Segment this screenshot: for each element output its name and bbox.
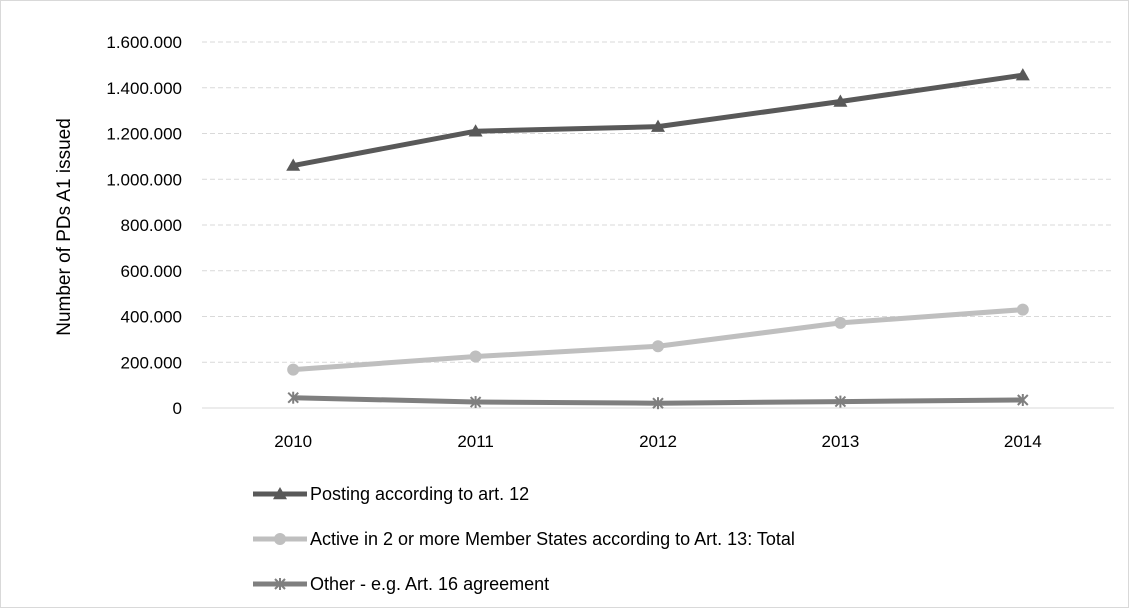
data-point: [468, 124, 483, 137]
y-tick-label: 1.400.000: [106, 79, 182, 98]
series-3: [287, 391, 1029, 410]
data-point: [1017, 393, 1029, 406]
legend-marker: [274, 533, 286, 545]
x-tick-label: 2012: [639, 432, 677, 451]
legend-label: Other - e.g. Art. 16 agreement: [310, 574, 549, 594]
data-point: [287, 391, 299, 404]
series-2: [287, 303, 1029, 376]
legend-marker: [273, 487, 287, 500]
data-point: [652, 340, 664, 353]
series-1: [286, 68, 1030, 171]
legend-entry: Posting according to art. 12: [253, 484, 529, 504]
legend-marker: [274, 578, 286, 590]
x-tick-label: 2010: [274, 432, 312, 451]
legend-entry: Other - e.g. Art. 16 agreement: [253, 574, 549, 594]
y-tick-label: 0: [173, 399, 182, 418]
legend: Posting according to art. 12 Active in 2 …: [253, 484, 795, 594]
y-axis-title: Number of PDs A1 issued: [54, 118, 75, 336]
y-tick-label: 800.000: [121, 216, 182, 235]
data-point: [469, 350, 482, 363]
y-tick-label: 1.200.000: [106, 125, 182, 144]
x-tick-label: 2013: [821, 432, 859, 451]
y-tick-label: 600.000: [121, 262, 182, 281]
data-point: [1016, 303, 1029, 316]
y-tick-label: 400.000: [121, 308, 182, 327]
legend-label: Active in 2 or more Member States accord…: [310, 529, 795, 549]
data-point: [834, 395, 847, 408]
gridlines: [202, 41, 1114, 409]
x-tick-label: 2014: [1004, 432, 1042, 451]
legend-label: Posting according to art. 12: [310, 484, 529, 504]
y-tick-label: 1.600.000: [106, 33, 182, 52]
y-tick-label: 1.000.000: [106, 170, 182, 189]
data-point: [1015, 68, 1030, 81]
x-axis-tick-labels: 2010 2011 2012 2013 2014: [274, 432, 1041, 451]
legend-entry: Active in 2 or more Member States accord…: [253, 529, 795, 549]
y-axis-tick-labels: 0 200.000 400.000 600.000 800.000 1.000.000 1.…: [106, 33, 182, 418]
data-point: [651, 119, 665, 132]
data-point: [652, 397, 664, 410]
data-point: [286, 158, 301, 171]
y-tick-label: 200.000: [121, 353, 182, 372]
data-point: [834, 316, 847, 329]
series-lines: [286, 68, 1030, 410]
x-tick-label: 2011: [457, 432, 494, 451]
data-point: [469, 396, 482, 409]
data-point: [833, 94, 848, 107]
data-point: [287, 363, 300, 376]
series-line: [293, 307, 1023, 373]
